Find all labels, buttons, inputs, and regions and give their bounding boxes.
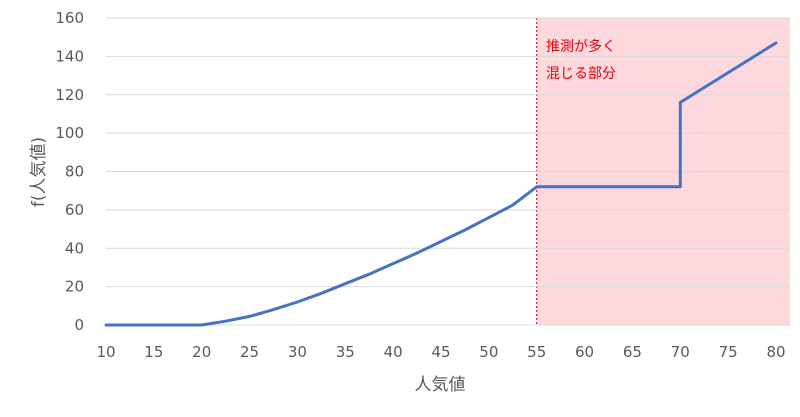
x-tick-label-35: 35 xyxy=(336,343,355,361)
x-tick-label-10: 10 xyxy=(96,343,115,361)
x-tick-label-65: 65 xyxy=(623,343,642,361)
y-tick-label-60: 60 xyxy=(65,201,84,219)
x-tick-label-80: 80 xyxy=(766,343,785,361)
x-tick-label-75: 75 xyxy=(719,343,738,361)
series-layer xyxy=(104,41,778,327)
x-tick-label-55: 55 xyxy=(527,343,546,361)
y-tick-label-100: 100 xyxy=(55,124,84,142)
y-tick-label-40: 40 xyxy=(65,239,84,257)
x-tick-label-70: 70 xyxy=(671,343,690,361)
x-tick-label-40: 40 xyxy=(384,343,403,361)
y-tick-label-20: 20 xyxy=(65,278,84,296)
x-tick-label-30: 30 xyxy=(288,343,307,361)
x-tick-label-45: 45 xyxy=(431,343,450,361)
y-axis-tick-labels: 0 20 40 60 80 100 120 140 160 xyxy=(55,9,84,334)
series-line-0 xyxy=(104,41,778,327)
gridlines xyxy=(106,17,790,326)
region-annotation-line-1: 推測が多く xyxy=(546,38,616,55)
y-axis-title: f(人気値) xyxy=(29,137,49,207)
x-axis-tick-labels: 10 15 20 25 30 35 40 45 50 55 60 65 70 75 80 xyxy=(96,343,785,361)
y-tick-label-0: 0 xyxy=(74,316,84,334)
y-tick-label-160: 160 xyxy=(55,9,84,27)
x-axis-title: 人気値 xyxy=(415,375,466,395)
x-tick-label-20: 20 xyxy=(192,343,211,361)
y-tick-label-80: 80 xyxy=(65,163,84,181)
x-tick-label-25: 25 xyxy=(240,343,259,361)
region-annotation-line-2: 混じる部分 xyxy=(546,66,616,82)
x-tick-label-50: 50 xyxy=(479,343,498,361)
x-tick-label-15: 15 xyxy=(144,343,163,361)
y-tick-label-120: 120 xyxy=(55,86,84,104)
y-tick-label-140: 140 xyxy=(55,47,84,65)
x-tick-label-60: 60 xyxy=(575,343,594,361)
